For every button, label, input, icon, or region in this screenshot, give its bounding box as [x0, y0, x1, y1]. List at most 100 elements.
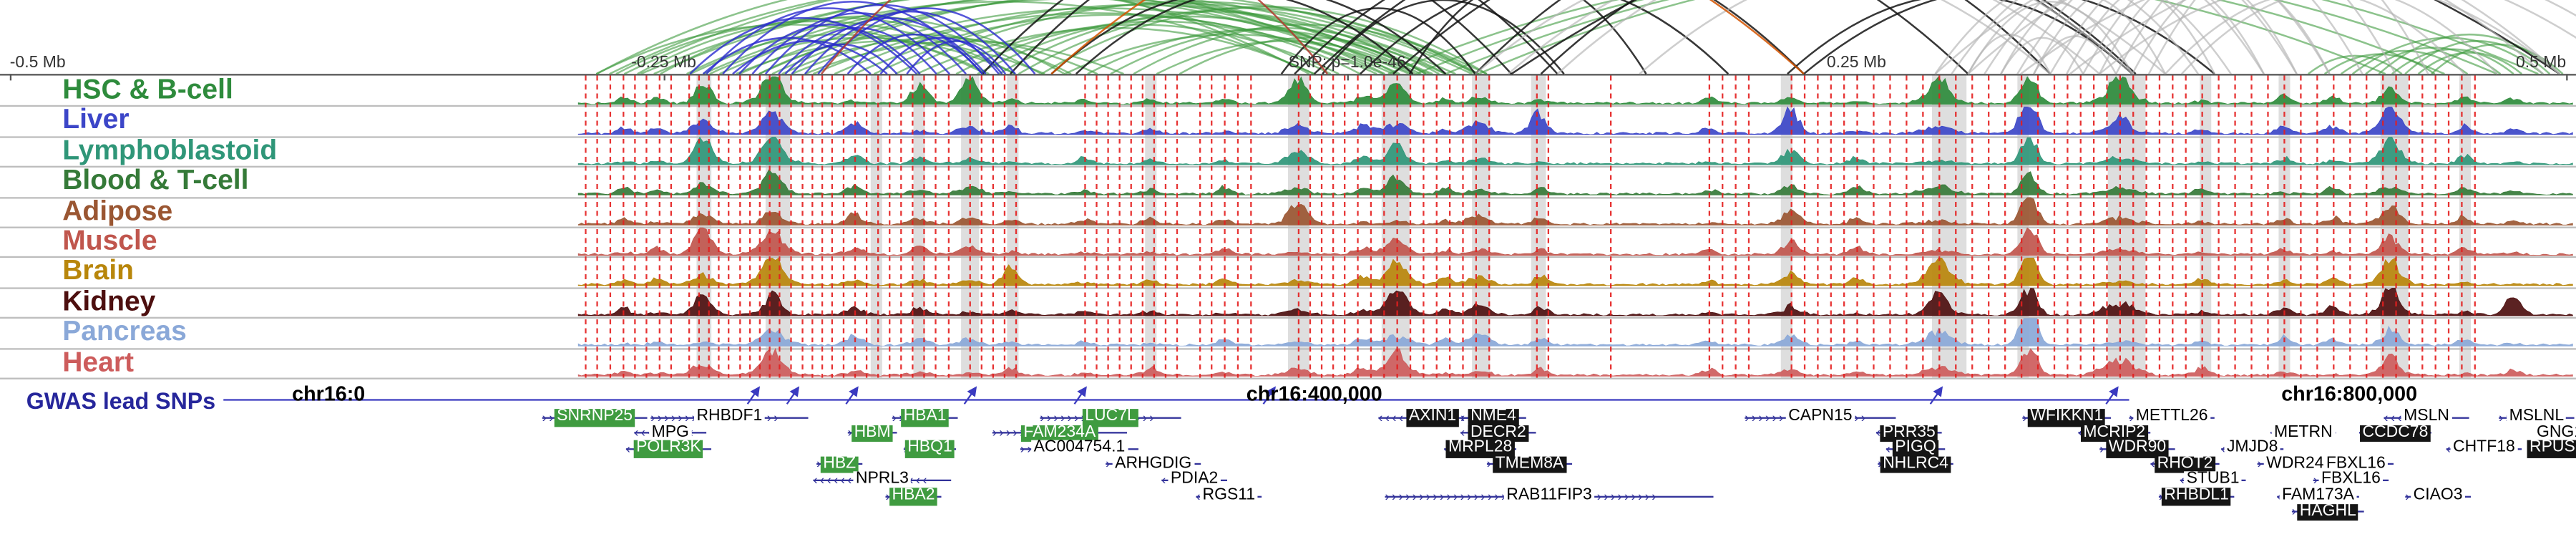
gene-label: CIAO3	[2411, 487, 2466, 505]
coordinate-label: chr16:400,000	[1246, 382, 1382, 406]
interaction-arc	[689, 17, 917, 75]
ruler-tick	[2566, 74, 2568, 81]
interaction-arc	[1556, 0, 2133, 75]
gene-label: RHOT2	[2155, 455, 2215, 474]
snp-guide-line	[1708, 75, 1711, 378]
track-label-blood-t-cell: Blood & T-cell	[62, 164, 249, 196]
interaction-arc	[1133, 24, 1479, 75]
interaction-arc	[595, 0, 1310, 75]
signal-track	[577, 136, 2573, 165]
gene-label: NPRL3	[853, 471, 912, 490]
interaction-arc	[738, 0, 1433, 75]
snp-guide-line	[1409, 75, 1412, 378]
gene-label: PDIA2	[1168, 471, 1221, 490]
interaction-arc	[1179, 37, 1440, 75]
gene-label: CHTF18	[2450, 440, 2518, 458]
snp-guide-line	[2145, 75, 2147, 378]
snp-guide-line	[1747, 75, 1750, 378]
snp-guide-line	[1320, 75, 1323, 378]
snp-guide-line	[1873, 75, 1875, 378]
signal-track	[577, 347, 2573, 377]
snp-guide-line	[2283, 75, 2285, 378]
track-separator	[0, 226, 2576, 228]
snp-guide-line	[2395, 75, 2397, 378]
snp-guide-line	[1236, 75, 1239, 378]
signal-track	[577, 257, 2573, 286]
signal-track	[577, 197, 2573, 226]
snp-guide-line	[670, 75, 673, 378]
signal-track	[577, 288, 2573, 316]
gene-label: FAM234A	[1020, 424, 1098, 442]
track-separator	[0, 105, 2576, 107]
gene-label: MSLNL	[2507, 408, 2567, 427]
highlight-band	[1931, 75, 1967, 378]
snp-guide-line	[1003, 75, 1006, 378]
snp-guide-line	[2267, 75, 2269, 378]
interaction-arc	[2099, 0, 2298, 74]
interaction-arc	[1474, 0, 2051, 75]
snp-guide-line	[935, 75, 937, 378]
snp-guide-line	[1843, 75, 1845, 378]
interaction-arc	[916, 26, 1315, 75]
gene-label: METRN	[2271, 424, 2336, 442]
snp-guide-line	[1211, 75, 1213, 378]
snp-guide-line	[1906, 75, 1908, 378]
interaction-arc	[1294, 0, 1805, 75]
snp-guide-line	[1344, 75, 1346, 378]
snp-guide-line	[1141, 75, 1143, 378]
interaction-arc	[2165, 0, 2465, 75]
snp-guide-line	[2421, 75, 2424, 378]
gwas-snp-arrow	[786, 386, 800, 405]
snp-guide-line	[2020, 75, 2023, 378]
interaction-arc	[847, 33, 983, 75]
track-separator	[0, 135, 2576, 138]
snp-guide-line	[1118, 75, 1121, 378]
snp-guide-line	[2092, 75, 2095, 378]
ruler-line	[0, 74, 2576, 76]
gene-label: FBXL16	[2323, 455, 2389, 474]
interaction-arc	[1387, 0, 2386, 75]
snp-guide-line	[728, 75, 730, 378]
gene-label: HAGHL	[2297, 503, 2359, 521]
gene-label: TMEM8A	[1493, 455, 1566, 474]
gene-label: RHBDL1	[2161, 487, 2232, 505]
track-label-hsc-b-cell: HSC & B-cell	[62, 74, 233, 105]
interaction-arc	[2404, 40, 2551, 75]
gene-label: RAB11FIP3	[1503, 487, 1595, 505]
snp-guide-line	[2349, 75, 2351, 378]
gene-label: METTL26	[2133, 408, 2211, 427]
ruler-label: -0.25 Mb	[631, 54, 696, 72]
snp-guide-line	[779, 75, 781, 378]
interaction-arc	[2082, 0, 2363, 74]
snp-guide-line	[2333, 75, 2335, 378]
interaction-arc	[2033, 0, 2215, 74]
snp-guide-line	[2158, 75, 2161, 378]
gene-label: LUC7L	[1082, 408, 1139, 427]
snp-guide-line	[1922, 75, 1924, 378]
interaction-arc	[1040, 6, 1488, 75]
interaction-arc	[738, 24, 921, 75]
snp-guide-line	[1803, 75, 1806, 378]
gene-label: PRR35	[1880, 424, 1938, 442]
snp-guide-line	[2366, 75, 2368, 378]
snp-guide-line	[1015, 75, 1018, 378]
snp-guide-line	[854, 75, 857, 378]
interaction-arc	[1280, 7, 1476, 74]
gene-label: CAPN15	[1785, 408, 1855, 427]
interaction-arc	[709, 37, 1016, 75]
snp-guide-line	[992, 75, 995, 378]
track-label-adipose: Adipose	[62, 195, 173, 226]
gene-label: RPUSD1	[2527, 440, 2576, 458]
gene-label: JMJD8	[2224, 440, 2280, 458]
gene-label: DECR2	[1468, 424, 1529, 442]
ruler-tick	[663, 74, 665, 81]
snp-guide-line	[877, 75, 879, 378]
track-separator	[0, 166, 2576, 168]
interaction-arc	[637, 17, 1043, 75]
snp-guide-line	[811, 75, 814, 378]
gene-label: FBXL16	[2318, 471, 2384, 490]
snp-guide-line	[1475, 75, 1478, 378]
track-label-kidney: Kidney	[62, 285, 156, 317]
snp-guide-line	[758, 75, 761, 378]
gwas-lead-snps-label: GWAS lead SNPs	[26, 387, 216, 414]
